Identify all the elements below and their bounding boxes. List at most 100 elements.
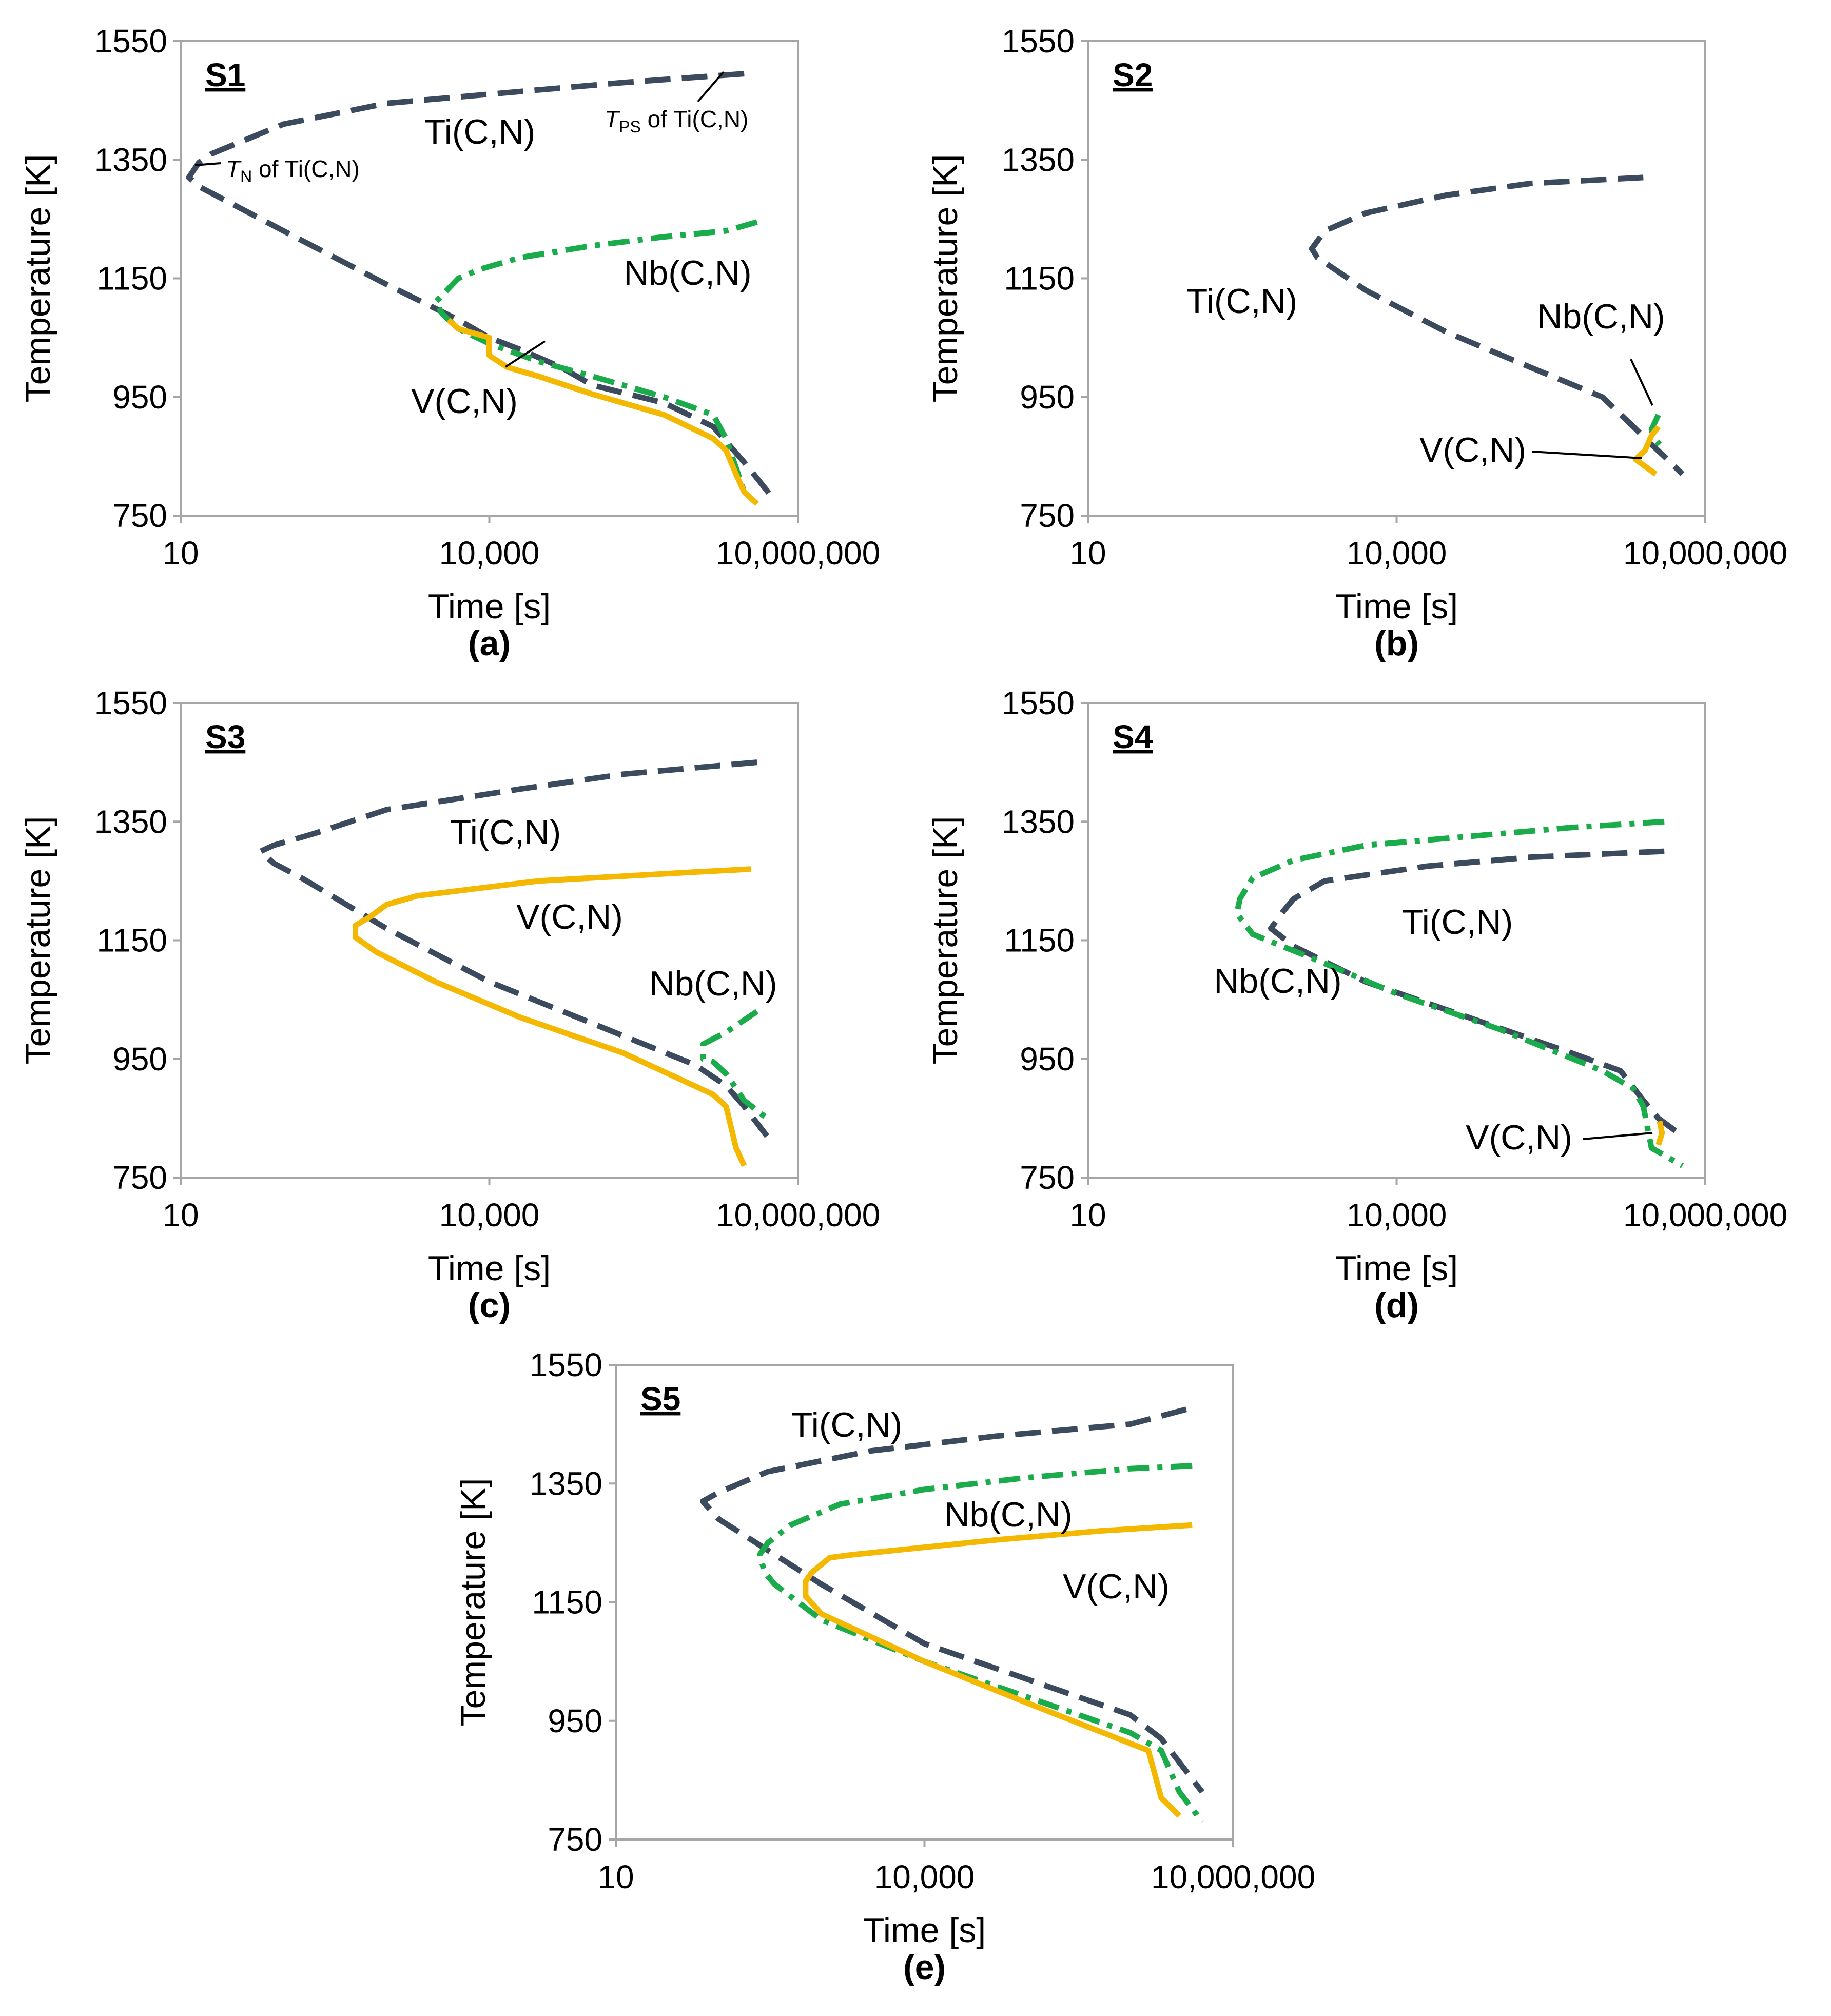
series-line-ti bbox=[1309, 174, 1685, 477]
panel-label: (a) bbox=[468, 624, 511, 663]
x-tick-label: 10,000 bbox=[439, 535, 540, 572]
y-tick-label: 1350 bbox=[1002, 803, 1075, 840]
sample-label: S3 bbox=[205, 718, 245, 755]
curve-label-ti: Ti(C,N) bbox=[791, 1405, 903, 1444]
curve-label-nb: Nb(C,N) bbox=[944, 1495, 1072, 1534]
series-line-v bbox=[353, 866, 751, 1167]
plot-area-frame bbox=[1087, 702, 1706, 1179]
curve-label-nb: Nb(C,N) bbox=[1537, 297, 1665, 336]
tn-annotation: TN of Ti(C,N) bbox=[226, 155, 360, 186]
y-tick-label: 1350 bbox=[94, 141, 167, 178]
y-axis-title: Temperature [K] bbox=[18, 816, 57, 1065]
x-tick-label: 10 bbox=[597, 1858, 634, 1895]
x-axis-title: Time [s] bbox=[428, 587, 551, 626]
panel-label: (b) bbox=[1374, 624, 1419, 663]
y-tick-label: 950 bbox=[112, 379, 167, 416]
plot-area-frame bbox=[1087, 40, 1706, 517]
sample-label: S5 bbox=[640, 1380, 680, 1417]
series-line-nb bbox=[1234, 818, 1684, 1168]
curve-label-ti: Ti(C,N) bbox=[450, 813, 561, 852]
x-axis-title: Time [s] bbox=[428, 1249, 551, 1288]
curve-label-v: V(C,N) bbox=[1063, 1567, 1170, 1606]
y-tick-label: 1350 bbox=[1002, 141, 1075, 178]
curve-label-v: V(C,N) bbox=[516, 897, 623, 936]
y-tick-label: 1550 bbox=[1002, 23, 1075, 60]
leader-line bbox=[1630, 359, 1653, 406]
curve-label-nb: Nb(C,N) bbox=[624, 253, 751, 292]
series-line-nb bbox=[700, 1009, 769, 1121]
y-axis-title: Temperature [K] bbox=[18, 154, 57, 403]
curve-label-ti: Ti(C,N) bbox=[1402, 903, 1513, 942]
x-tick-label: 10 bbox=[162, 535, 199, 572]
series-line-ti bbox=[258, 759, 769, 1138]
x-tick-label: 10,000,000 bbox=[1623, 535, 1787, 572]
y-tick-label: 1550 bbox=[94, 684, 167, 721]
series-line-nb bbox=[756, 1463, 1204, 1824]
x-axis-title: Time [s] bbox=[863, 1911, 986, 1950]
y-tick-label: 1150 bbox=[1004, 260, 1075, 297]
y-tick-label: 750 bbox=[112, 497, 167, 534]
tps-annotation: TPS of Ti(C,N) bbox=[605, 106, 748, 136]
curve-label-nb: Nb(C,N) bbox=[649, 964, 777, 1003]
x-tick-label: 10,000,000 bbox=[1151, 1858, 1315, 1895]
x-tick-label: 10,000 bbox=[1347, 535, 1447, 572]
y-tick-label: 950 bbox=[1020, 1041, 1075, 1078]
sample-label: S4 bbox=[1113, 718, 1153, 755]
x-tick-label: 10,000 bbox=[439, 1197, 540, 1234]
y-tick-label: 750 bbox=[112, 1159, 167, 1196]
y-axis-title: Temperature [K] bbox=[926, 154, 965, 403]
series-line-v bbox=[803, 1522, 1193, 1818]
y-tick-label: 750 bbox=[1020, 497, 1075, 534]
x-tick-label: 10 bbox=[1069, 535, 1106, 572]
plot-area-frame bbox=[180, 702, 799, 1179]
y-tick-label: 1550 bbox=[530, 1346, 602, 1383]
y-tick-label: 1350 bbox=[94, 803, 167, 840]
x-tick-label: 10,000,000 bbox=[1623, 1197, 1787, 1234]
series-line-ti bbox=[699, 1406, 1204, 1794]
x-tick-label: 10,000,000 bbox=[716, 1197, 880, 1234]
y-tick-label: 1550 bbox=[94, 23, 167, 60]
y-tick-label: 750 bbox=[1020, 1159, 1075, 1196]
sample-label: S2 bbox=[1113, 56, 1153, 93]
y-tick-label: 750 bbox=[548, 1821, 602, 1858]
y-tick-label: 950 bbox=[1020, 379, 1075, 416]
y-tick-label: 950 bbox=[112, 1041, 167, 1078]
y-axis-title: Temperature [K] bbox=[454, 1478, 493, 1727]
curve-label-ti: Ti(C,N) bbox=[1186, 282, 1298, 321]
series-line-ti bbox=[1268, 848, 1684, 1139]
curve-label-ti: Ti(C,N) bbox=[424, 112, 536, 151]
curve-label-v: V(C,N) bbox=[1466, 1118, 1572, 1157]
leader-line bbox=[1583, 1132, 1653, 1140]
y-tick-label: 1150 bbox=[532, 1584, 602, 1621]
curve-label-v: V(C,N) bbox=[411, 382, 518, 421]
leader-line bbox=[504, 340, 546, 368]
series-line-v bbox=[1655, 1121, 1665, 1146]
y-tick-label: 950 bbox=[548, 1702, 602, 1739]
leader-line bbox=[1531, 451, 1643, 459]
series-line-ti bbox=[186, 71, 777, 503]
tn-leader-line bbox=[194, 162, 221, 166]
y-tick-label: 1550 bbox=[1002, 684, 1075, 721]
panel-label: (e) bbox=[903, 1948, 946, 1987]
panel-label: (c) bbox=[468, 1286, 511, 1325]
tps-leader-line bbox=[697, 71, 725, 103]
curve-label-v: V(C,N) bbox=[1419, 430, 1526, 469]
x-tick-label: 10,000 bbox=[874, 1858, 975, 1895]
y-axis-title: Temperature [K] bbox=[926, 816, 965, 1065]
y-tick-label: 1150 bbox=[96, 260, 167, 297]
y-tick-label: 1150 bbox=[96, 922, 167, 959]
x-tick-label: 10 bbox=[162, 1197, 199, 1234]
sample-label: S1 bbox=[205, 56, 245, 93]
x-tick-label: 10,000 bbox=[1347, 1197, 1447, 1234]
curve-label-nb: Nb(C,N) bbox=[1214, 962, 1341, 1001]
y-tick-label: 1150 bbox=[1004, 922, 1075, 959]
series-line-nb bbox=[433, 219, 758, 493]
x-tick-label: 10,000,000 bbox=[716, 535, 880, 572]
series-line-v bbox=[1632, 425, 1661, 477]
